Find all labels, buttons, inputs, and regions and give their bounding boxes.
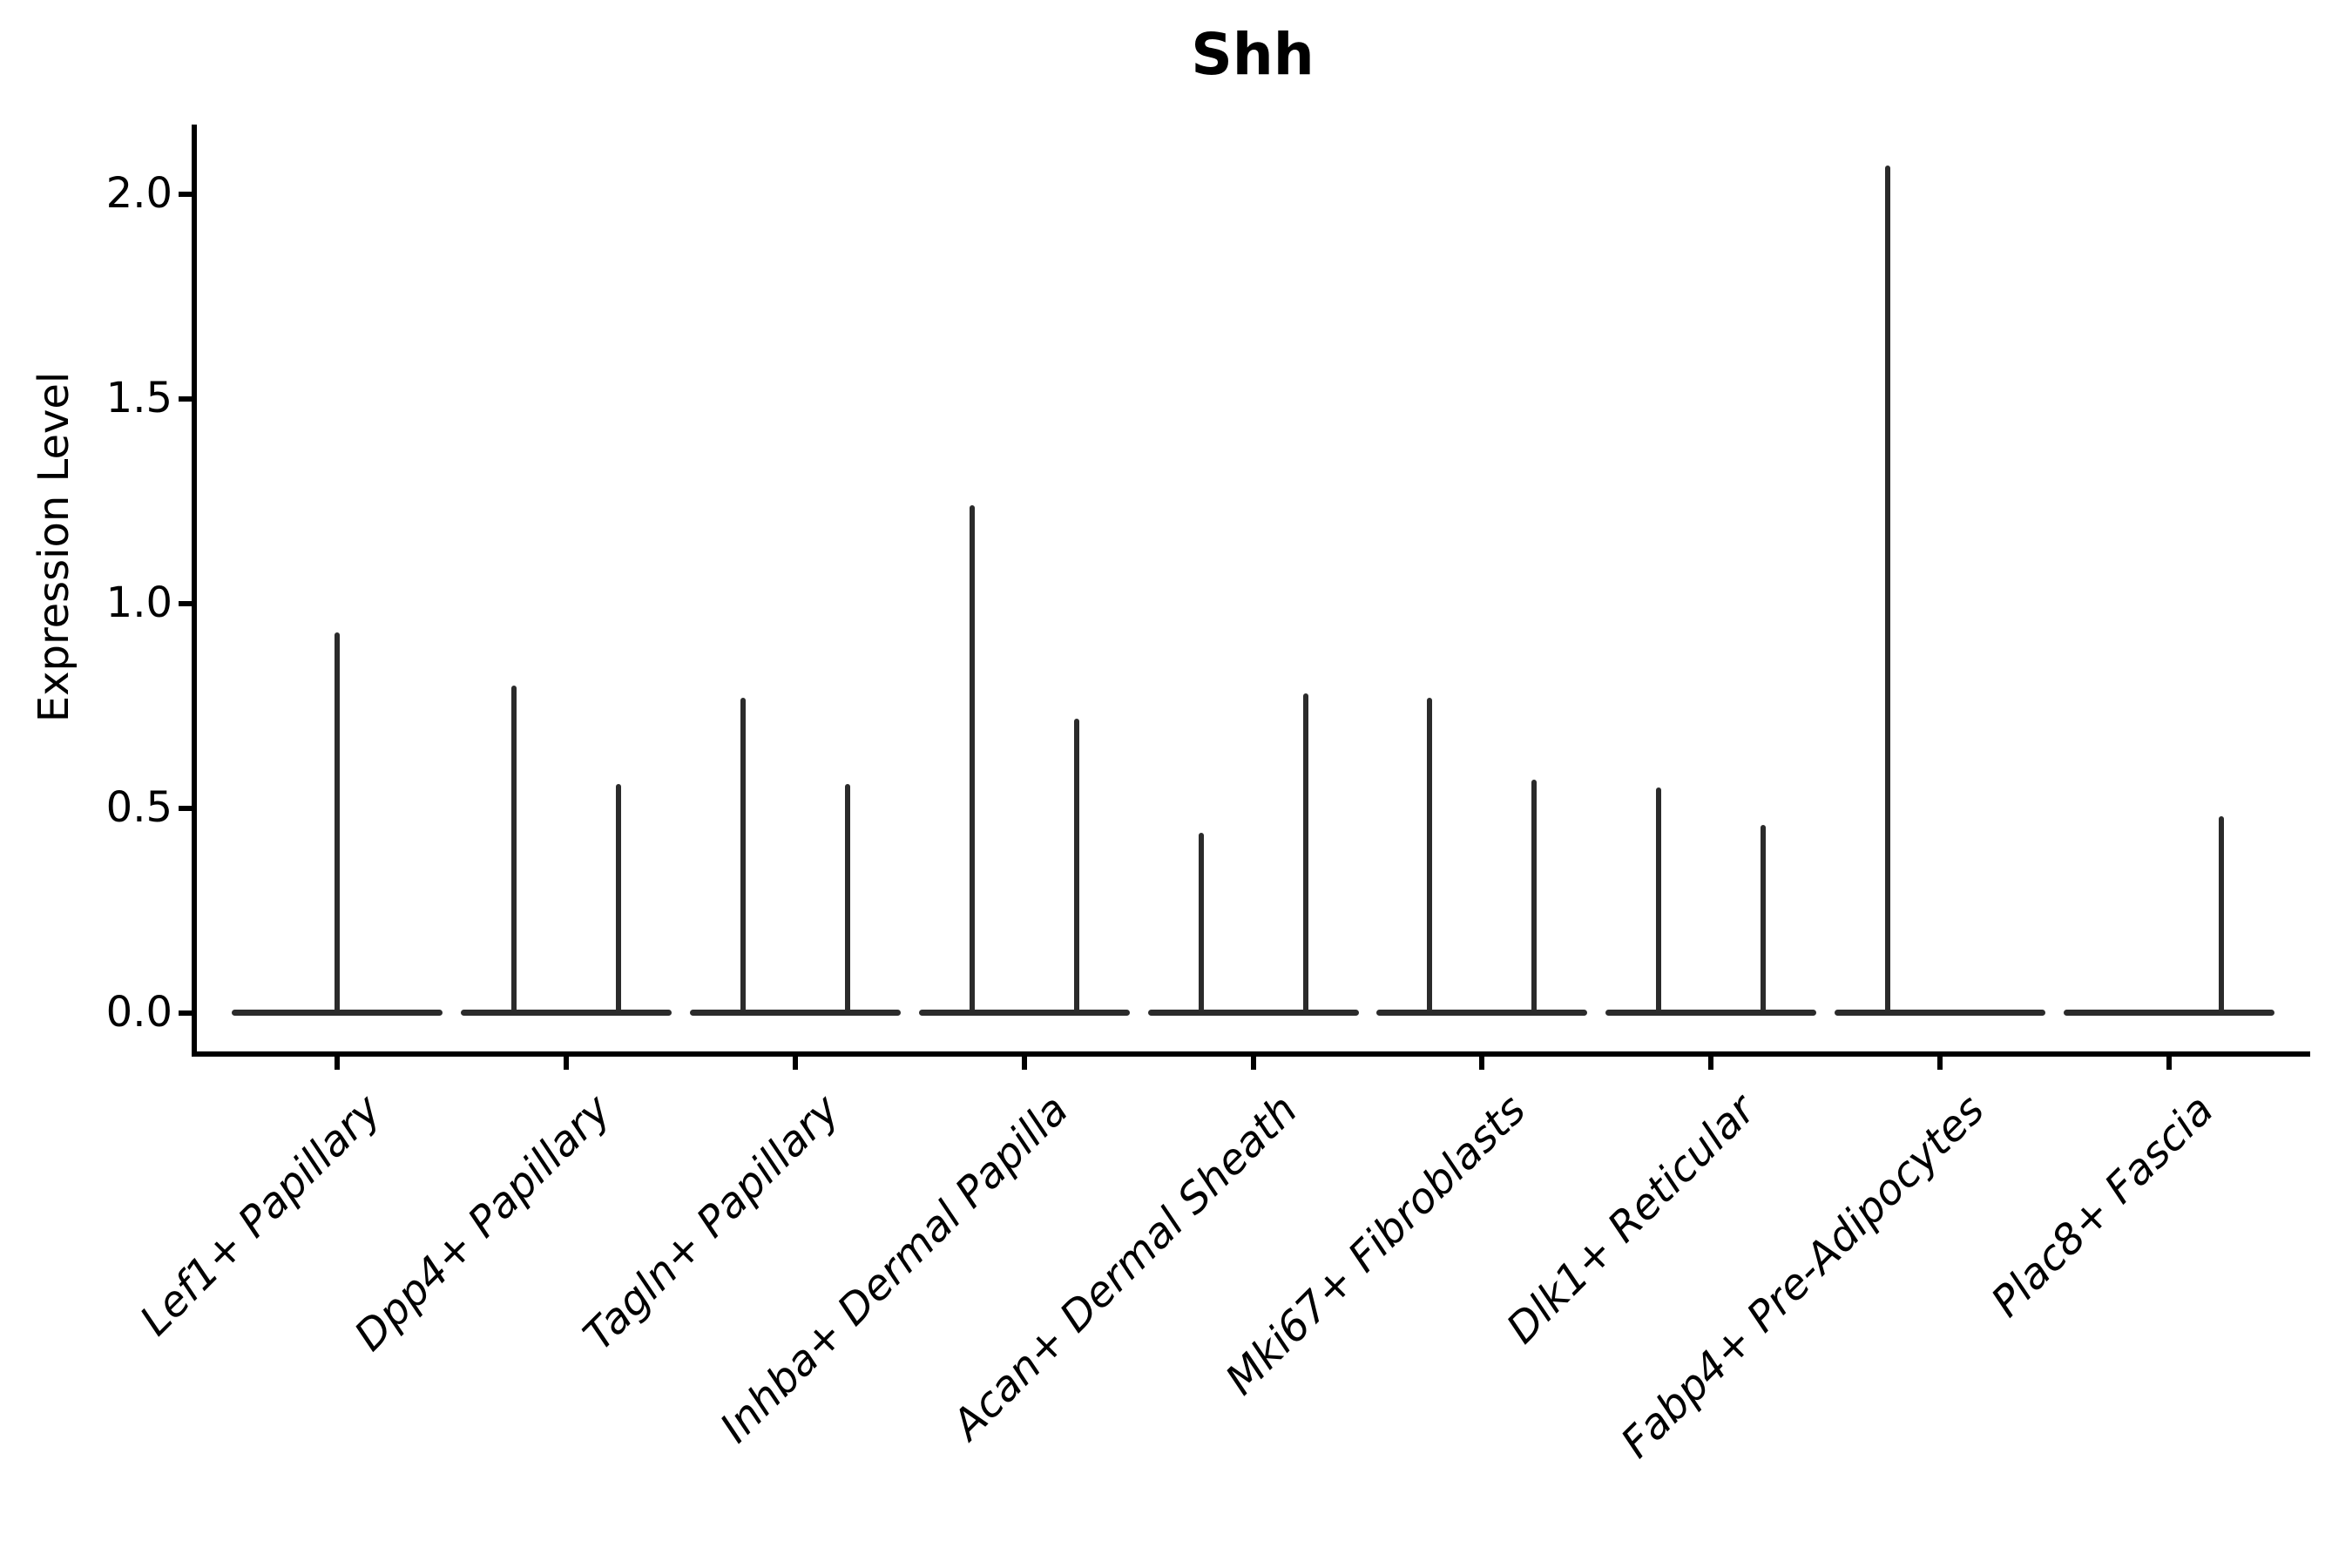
y-tick-label: 2.0 xyxy=(105,168,172,218)
y-tick-label: 1.5 xyxy=(105,373,172,422)
violin-base xyxy=(1148,1010,1359,1016)
violin-spike xyxy=(616,784,621,1016)
y-tick-label: 1.0 xyxy=(105,578,172,627)
x-tick-mark xyxy=(1022,1057,1027,1070)
violin-spike xyxy=(1531,780,1537,1016)
violin-spike xyxy=(1427,698,1432,1016)
x-tick-mark xyxy=(1479,1057,1484,1070)
x-category-label: Dlk1+ Reticular xyxy=(1497,1085,1765,1354)
x-category-label: Tagln+ Papillary xyxy=(574,1085,849,1361)
x-tick-mark xyxy=(2166,1057,2172,1070)
chart-title: Shh xyxy=(1191,21,1315,88)
x-axis-spine xyxy=(192,1051,2310,1057)
violin-base xyxy=(690,1010,901,1016)
violin-base xyxy=(919,1010,1130,1016)
violin-base xyxy=(2064,1010,2274,1016)
y-tick-mark xyxy=(179,396,192,402)
violin-spike xyxy=(970,505,975,1016)
violin-spike xyxy=(511,686,517,1016)
violin-base xyxy=(461,1010,672,1016)
x-tick-mark xyxy=(1251,1057,1256,1070)
violin-spike xyxy=(845,784,850,1016)
y-tick-label: 0.0 xyxy=(105,987,172,1037)
x-tick-mark xyxy=(1708,1057,1713,1070)
x-tick-mark xyxy=(335,1057,340,1070)
violin-spike xyxy=(740,698,746,1016)
y-tick-mark xyxy=(179,192,192,197)
violin-spike xyxy=(335,632,340,1016)
y-tick-mark xyxy=(179,806,192,811)
violin-spike xyxy=(1761,825,1766,1016)
x-tick-mark xyxy=(793,1057,798,1070)
violin-base xyxy=(1376,1010,1587,1016)
violin-base xyxy=(1605,1010,1816,1016)
violin-base xyxy=(1835,1010,2045,1016)
y-axis-spine xyxy=(192,125,197,1057)
y-tick-label: 0.5 xyxy=(105,782,172,832)
y-axis-label: Expression Level xyxy=(30,371,78,723)
x-category-label: Dpp4+ Papillary xyxy=(345,1085,620,1361)
y-tick-mark xyxy=(179,1010,192,1016)
x-tick-mark xyxy=(564,1057,569,1070)
violin-spike xyxy=(1074,719,1079,1016)
violin-spike xyxy=(1885,166,1890,1016)
violin-spike xyxy=(2219,816,2224,1016)
violin-spike xyxy=(1303,693,1308,1016)
x-category-label: Plac8+ Fascia xyxy=(1981,1085,2223,1327)
y-tick-mark xyxy=(179,601,192,606)
violin-spike xyxy=(1199,833,1204,1016)
violin-spike xyxy=(1656,787,1661,1016)
x-category-label: Lef1+ Papillary xyxy=(131,1085,391,1346)
x-tick-mark xyxy=(1937,1057,1943,1070)
x-category-label: Fabp4+ Pre-Adipocytes xyxy=(1612,1085,1994,1468)
